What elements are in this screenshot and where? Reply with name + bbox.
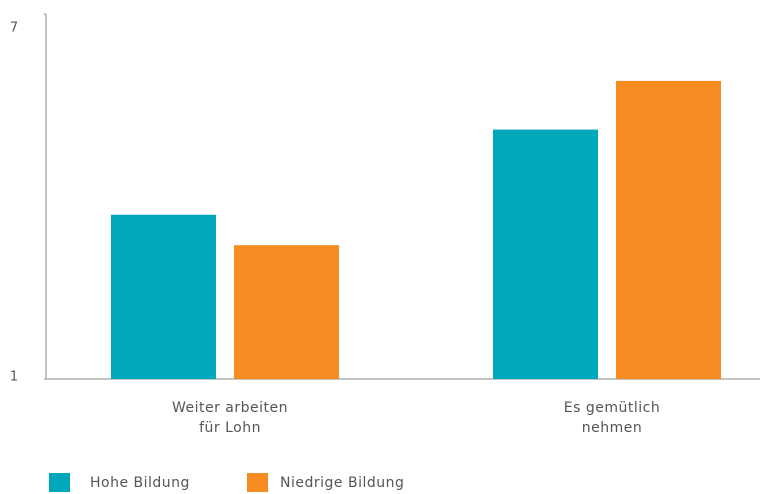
y-tick-label: 7 xyxy=(10,21,18,36)
legend-label: Niedrige Bildung xyxy=(280,475,405,491)
chart: 17 xyxy=(10,13,760,385)
bar xyxy=(111,214,216,379)
x-tick-label: Weiter arbeiten für Lohn xyxy=(171,400,289,436)
x-tick-label: Es gemütlich nehmen xyxy=(563,400,661,436)
legend-swatch xyxy=(247,473,268,492)
bar xyxy=(493,129,598,379)
y-tick-label: 1 xyxy=(10,370,18,385)
legend-swatch xyxy=(49,473,70,492)
bar xyxy=(616,80,721,380)
bar xyxy=(234,245,339,379)
legend-label: Hohe Bildung xyxy=(90,475,190,491)
